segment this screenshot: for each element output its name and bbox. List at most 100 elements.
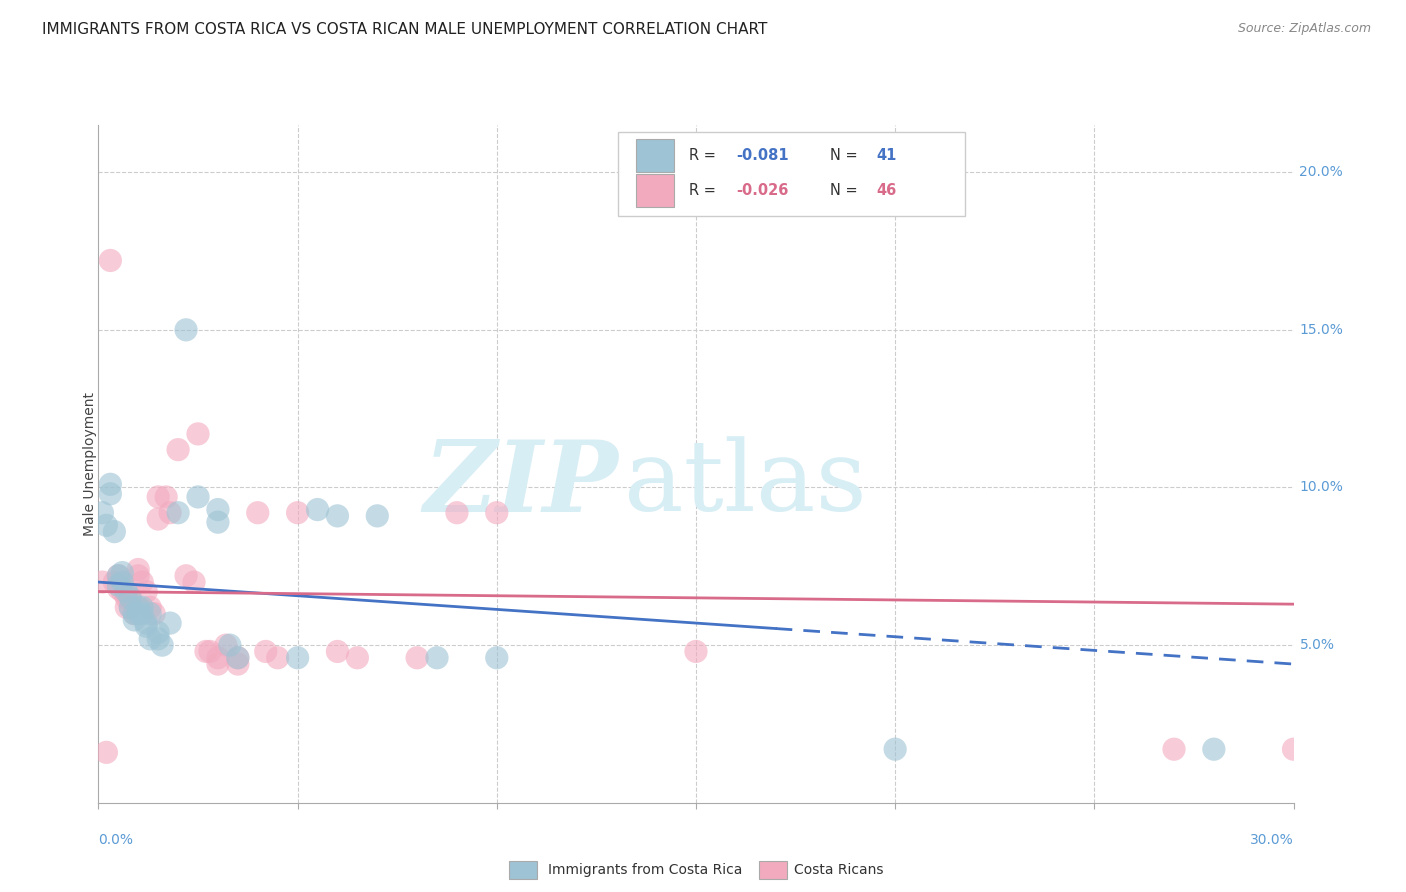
Point: [124, 607, 146, 621]
Text: N =: N =: [830, 183, 862, 198]
Point: [207, 502, 229, 516]
Point: [96, 745, 118, 759]
Point: [139, 600, 162, 615]
Point: [307, 502, 329, 516]
Point: [187, 426, 209, 441]
Text: -0.026: -0.026: [737, 183, 789, 198]
Point: [406, 650, 429, 665]
Point: [485, 650, 508, 665]
Text: atlas: atlas: [624, 436, 868, 532]
Point: [91, 575, 114, 590]
Text: Source: ZipAtlas.com: Source: ZipAtlas.com: [1237, 22, 1371, 36]
Point: [143, 607, 166, 621]
Point: [127, 562, 149, 576]
Point: [326, 644, 349, 658]
Point: [135, 619, 157, 633]
Point: [111, 566, 134, 580]
Point: [167, 442, 190, 457]
Point: [127, 568, 149, 582]
Point: [131, 600, 153, 615]
Point: [346, 650, 368, 665]
Point: [107, 568, 129, 582]
Text: R =: R =: [689, 148, 720, 163]
Text: N =: N =: [830, 148, 862, 163]
Point: [219, 638, 242, 652]
Point: [148, 512, 170, 526]
Point: [111, 575, 134, 590]
Text: -0.081: -0.081: [737, 148, 789, 163]
Point: [96, 518, 118, 533]
Point: [135, 584, 157, 599]
Point: [98, 487, 122, 501]
Text: 15.0%: 15.0%: [1299, 323, 1343, 337]
Point: [446, 506, 468, 520]
Point: [139, 607, 162, 621]
Point: [1163, 742, 1185, 756]
Point: [155, 490, 177, 504]
Point: [426, 650, 449, 665]
Text: 10.0%: 10.0%: [1299, 481, 1343, 494]
FancyBboxPatch shape: [619, 132, 965, 217]
Text: 41: 41: [876, 148, 897, 163]
Point: [150, 638, 173, 652]
Point: [207, 515, 229, 529]
Text: 46: 46: [876, 183, 897, 198]
Point: [167, 506, 190, 520]
Point: [148, 632, 170, 646]
Point: [194, 644, 218, 658]
Point: [174, 568, 197, 582]
Point: [685, 644, 707, 658]
Point: [254, 644, 277, 658]
Point: [124, 613, 146, 627]
Point: [226, 657, 249, 671]
Point: [287, 506, 309, 520]
Y-axis label: Male Unemployment: Male Unemployment: [83, 392, 97, 536]
Text: R =: R =: [689, 183, 720, 198]
Point: [148, 490, 170, 504]
Text: 20.0%: 20.0%: [1299, 165, 1343, 179]
Point: [183, 575, 205, 590]
Text: Immigrants from Costa Rica: Immigrants from Costa Rica: [548, 863, 742, 877]
Point: [107, 568, 129, 582]
Point: [98, 477, 122, 491]
Point: [115, 584, 138, 599]
Point: [159, 506, 181, 520]
Point: [91, 506, 114, 520]
Point: [131, 575, 153, 590]
Point: [107, 578, 129, 592]
Point: [884, 742, 907, 756]
Text: 0.0%: 0.0%: [98, 833, 134, 847]
Point: [127, 600, 149, 615]
Point: [103, 575, 125, 590]
Point: [366, 508, 388, 523]
Point: [1202, 742, 1225, 756]
Text: 5.0%: 5.0%: [1299, 638, 1334, 652]
FancyBboxPatch shape: [636, 174, 675, 207]
Point: [131, 607, 153, 621]
Point: [215, 638, 238, 652]
Point: [124, 607, 146, 621]
Point: [207, 650, 229, 665]
Point: [226, 650, 249, 665]
Text: Costa Ricans: Costa Ricans: [794, 863, 884, 877]
Point: [127, 607, 149, 621]
Point: [115, 591, 138, 605]
Point: [174, 323, 197, 337]
Point: [287, 650, 309, 665]
Point: [120, 591, 142, 605]
Point: [115, 600, 138, 615]
Point: [120, 600, 142, 615]
Point: [103, 524, 125, 539]
Point: [135, 616, 157, 631]
Text: 30.0%: 30.0%: [1250, 833, 1294, 847]
Point: [159, 616, 181, 631]
Point: [246, 506, 269, 520]
Point: [107, 582, 129, 596]
Point: [267, 650, 290, 665]
Point: [111, 575, 134, 590]
Point: [326, 508, 349, 523]
Point: [485, 506, 508, 520]
Point: [198, 644, 221, 658]
Point: [187, 490, 209, 504]
Point: [139, 632, 162, 646]
